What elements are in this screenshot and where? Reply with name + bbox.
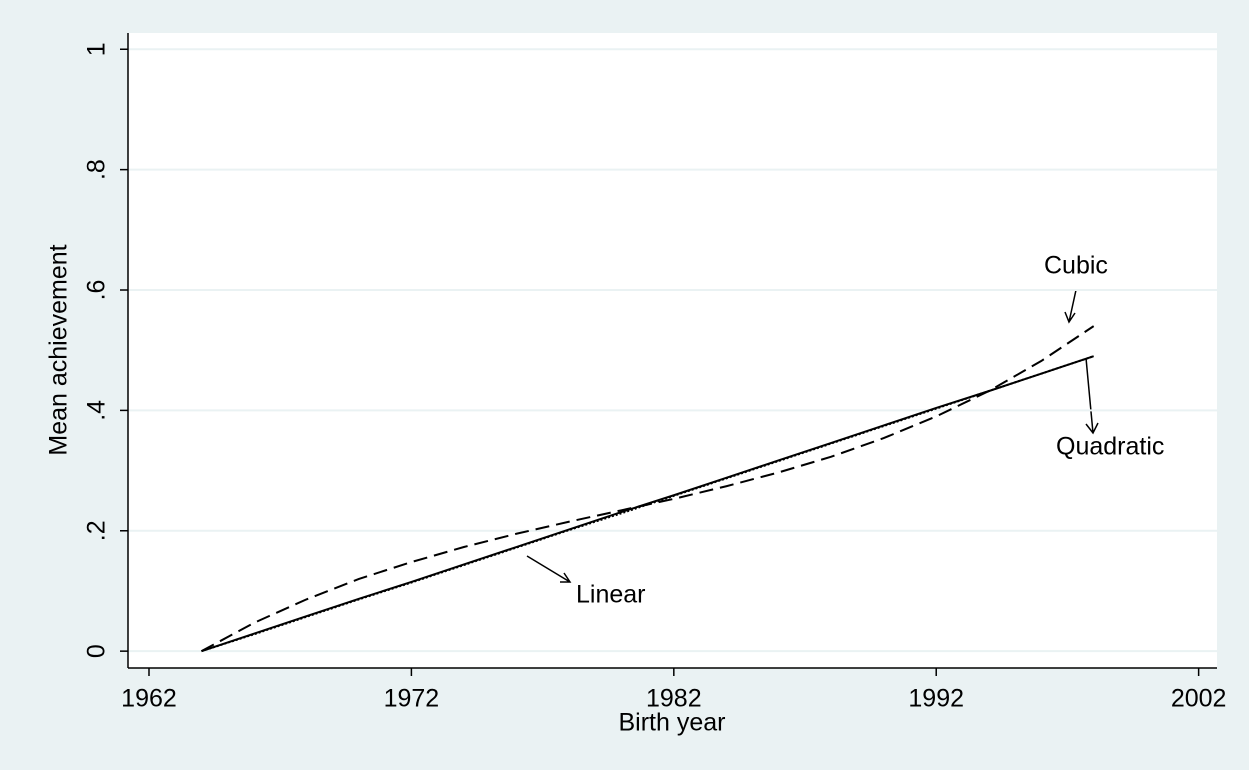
- series-label: Linear: [576, 581, 646, 609]
- y-tick-label: .6: [83, 280, 111, 301]
- x-axis-label: Birth year: [619, 709, 726, 737]
- x-tick-label: 1982: [646, 685, 702, 713]
- y-tick-label: 1: [83, 42, 111, 56]
- plot-area: [128, 33, 1217, 668]
- y-tick-label: 0: [83, 644, 111, 658]
- y-axis-label: Mean achievement: [45, 244, 73, 455]
- y-tick-label: .2: [83, 520, 111, 541]
- y-tick-label: .4: [83, 400, 111, 421]
- y-tick-label: .8: [83, 159, 111, 180]
- series-line: [201, 325, 1095, 653]
- x-tick-label: 2002: [1171, 685, 1227, 713]
- series-label: Cubic: [1044, 252, 1108, 280]
- x-tick-label: 1992: [908, 685, 964, 713]
- arrow: [1085, 357, 1099, 435]
- annotation-arrows: [526, 289, 1099, 583]
- arrow: [526, 555, 572, 583]
- x-tick-label: 1972: [384, 685, 440, 713]
- x-tick-label: 1962: [121, 685, 177, 713]
- series-label: Quadratic: [1056, 433, 1164, 461]
- arrow: [1064, 289, 1077, 324]
